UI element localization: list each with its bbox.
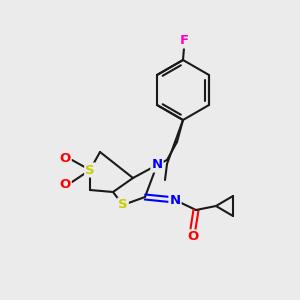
Text: S: S bbox=[118, 199, 128, 212]
Text: N: N bbox=[152, 158, 163, 172]
Text: O: O bbox=[188, 230, 199, 244]
Text: S: S bbox=[85, 164, 95, 176]
Text: F: F bbox=[179, 34, 189, 47]
Text: O: O bbox=[59, 152, 70, 164]
Text: N: N bbox=[169, 194, 181, 206]
Text: O: O bbox=[59, 178, 70, 190]
